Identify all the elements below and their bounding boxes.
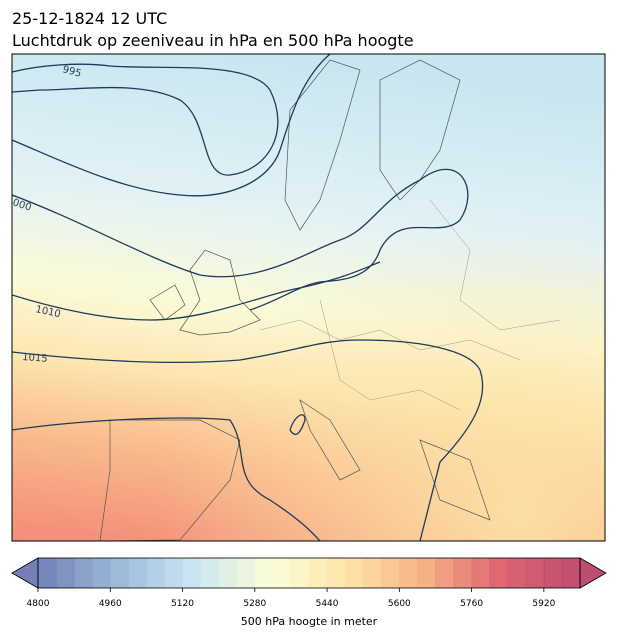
colorbar-segment: [38, 558, 57, 588]
colorbar-tick-label: 4960: [99, 599, 122, 609]
colorbar-segment: [399, 558, 418, 588]
colorbar-segment: [309, 558, 328, 588]
subtitle: Luchtdruk op zeeniveau in hPa en 500 hPa…: [12, 31, 414, 50]
colorbar-segment: [74, 558, 93, 588]
colorbar-segment: [128, 558, 147, 588]
borders: [259, 199, 561, 411]
colorbar-segment: [110, 558, 129, 588]
contour-label: 000: [11, 197, 33, 213]
colorbar-tick-label: 5600: [388, 599, 411, 609]
colorbar-segment: [254, 558, 274, 588]
colorbar-segment: [272, 558, 292, 588]
contour-label: 995: [61, 64, 82, 80]
colorbar-segment: [56, 558, 75, 588]
isobars: [12, 54, 484, 541]
colorbar-tick-label: 5280: [243, 599, 266, 609]
contour-label: 1015: [22, 352, 48, 365]
colorbar-segment: [92, 558, 111, 588]
colorbar-segment: [525, 558, 545, 588]
colorbar-segment: [417, 558, 436, 588]
colorbar-segment: [489, 558, 509, 588]
colorbar-frame: [37, 557, 581, 589]
colorbar-segment: [236, 558, 256, 588]
colorbar-segment: [543, 558, 563, 588]
colorbar-tick-label: 5920: [532, 599, 555, 609]
colorbar-segment: [435, 558, 455, 588]
colorbar-segment: [218, 558, 238, 588]
colorbar-segment: [561, 558, 581, 588]
colorbar-segment: [290, 558, 310, 588]
colorbar-segment: [182, 558, 202, 588]
colorbar-label: 500 hPa hoogte in meter: [241, 615, 378, 628]
colorbar-extend-low: [11, 557, 39, 589]
colorbar-segment: [327, 558, 346, 588]
map-frame: [11, 53, 606, 542]
colorbar-tick-label: 5760: [460, 599, 483, 609]
colorbar-segment: [164, 558, 184, 588]
colorbar-tick-label: 5120: [171, 599, 194, 609]
colorbar-segment: [381, 558, 400, 588]
contour-label: 1010: [34, 304, 61, 320]
colorbar-segment: [345, 558, 364, 588]
height-field-overlay: [12, 54, 605, 541]
colorbar-segment: [200, 558, 220, 588]
colorbar-segment: [363, 558, 382, 588]
colorbar-segment: [146, 558, 165, 588]
colorbar-segment: [471, 558, 491, 588]
colorbar-segment: [453, 558, 473, 588]
colorbar-segment: [507, 558, 527, 588]
colorbar-extend-high: [579, 557, 607, 589]
coastlines: [99, 59, 491, 541]
title: 25-12-1824 12 UTC: [12, 9, 167, 28]
colorbar-tick-label: 5440: [316, 599, 339, 609]
map: 995 000 1010 1015: [11, 54, 605, 541]
colorbar-tick-label: 4800: [27, 599, 50, 609]
colorbar: 4800 4960 5120 5280 5440 5600 5760 5920: [11, 557, 607, 609]
